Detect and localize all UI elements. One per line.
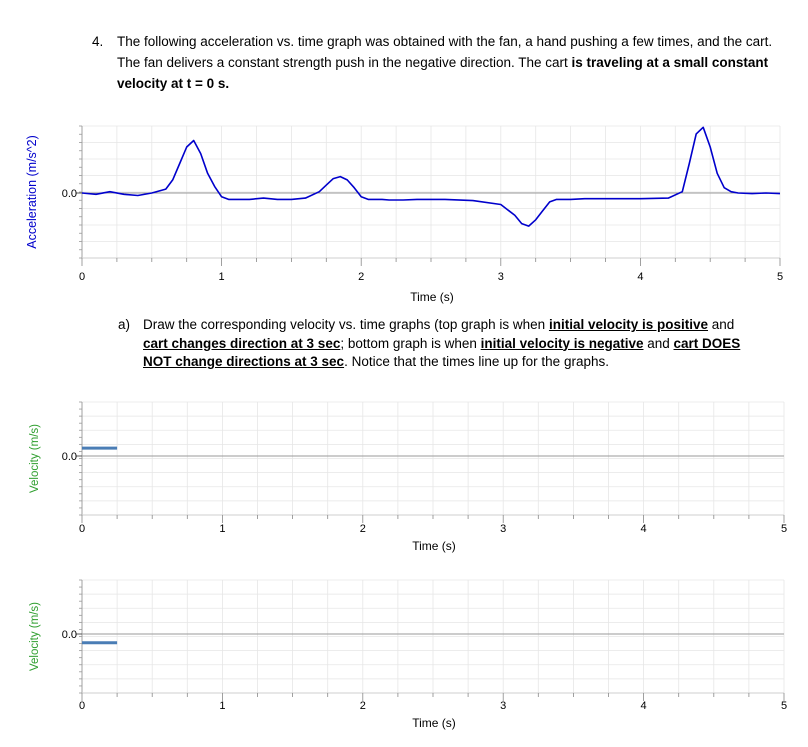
part-a-text-3: ; bottom graph is when [340, 335, 481, 351]
velocity-top-x-axis-title: Time (s) [412, 539, 456, 553]
question-text-plain: The following acceleration vs. time grap… [117, 34, 773, 70]
velocity-top-y-tick-label: 0.0 [62, 451, 77, 463]
velocity-bottom-y-axis-title: Velocity (m/s) [29, 602, 41, 671]
velocity-bottom-x-tick-label: 4 [641, 700, 647, 712]
velocity-bottom-y-tick-label: 0.0 [62, 629, 77, 641]
accel-x-tick-label: 1 [219, 271, 225, 283]
part-a-text-1: Draw the corresponding velocity vs. time… [143, 317, 549, 332]
part-a-text-5: . Notice that the times line up for the … [344, 354, 609, 369]
part-a-text-4: and [643, 335, 674, 351]
accel-y-tick-label: 0.0 [62, 188, 77, 200]
velocity-bottom-x-tick-label: 2 [360, 700, 366, 712]
velocity-top-grid [81, 401, 785, 516]
accel-x-tick-label: 4 [637, 271, 643, 283]
velocity-bottom-grid [81, 579, 785, 694]
part-a-label: a) [118, 317, 131, 332]
accel-series-line [81, 126, 781, 227]
part-a-text-2: and [708, 317, 735, 332]
part-a-text: Draw the corresponding velocity vs. time… [143, 316, 758, 372]
part-a-emphasis-1: initial velocity is positive [548, 317, 709, 332]
question-number: 4. [92, 34, 104, 49]
question-text-bold: is traveling at a small constant velocit… [117, 55, 769, 91]
accel-grid [81, 125, 781, 259]
velocity-bottom-x-axis-title: Time (s) [412, 716, 456, 730]
accel-y-axis-title: Acceleration (m/s^2) [25, 135, 39, 249]
velocity-top-x-tick-label: 4 [641, 523, 647, 535]
accel-x-tick-label: 0 [79, 271, 85, 283]
accel-x-tick-label: 2 [358, 271, 364, 283]
velocity-bottom-x-tick-label: 0 [79, 700, 85, 712]
part-a-emphasis-3: initial velocity is negative [480, 335, 644, 351]
accel-x-axis-title: Time (s) [410, 290, 454, 304]
part-a-emphasis-4: cart DOES NOT change directions at 3 sec [143, 335, 741, 370]
velocity-top-x-tick-label: 5 [781, 523, 787, 535]
velocity-bottom-x-tick-label: 5 [781, 700, 787, 712]
part-a: a) Draw the corresponding velocity vs. t… [118, 316, 758, 372]
velocity-bottom-x-tick-label: 1 [219, 700, 225, 712]
velocity-top-x-tick-label: 0 [79, 523, 85, 535]
question-4: 4. The following acceleration vs. time g… [92, 31, 792, 94]
part-a-emphasis-2: cart changes direction at 3 sec [143, 335, 341, 351]
question-text: The following acceleration vs. time grap… [117, 31, 792, 94]
velocity-top-x-tick-label: 1 [219, 523, 225, 535]
velocity-bottom-x-tick-label: 3 [500, 700, 506, 712]
accel-x-tick-label: 3 [498, 271, 504, 283]
velocity-top-x-tick-label: 3 [500, 523, 506, 535]
velocity-top-x-tick-label: 2 [360, 523, 366, 535]
accel-x-tick-label: 5 [777, 271, 783, 283]
velocity-top-y-axis-title: Velocity (m/s) [29, 424, 41, 493]
